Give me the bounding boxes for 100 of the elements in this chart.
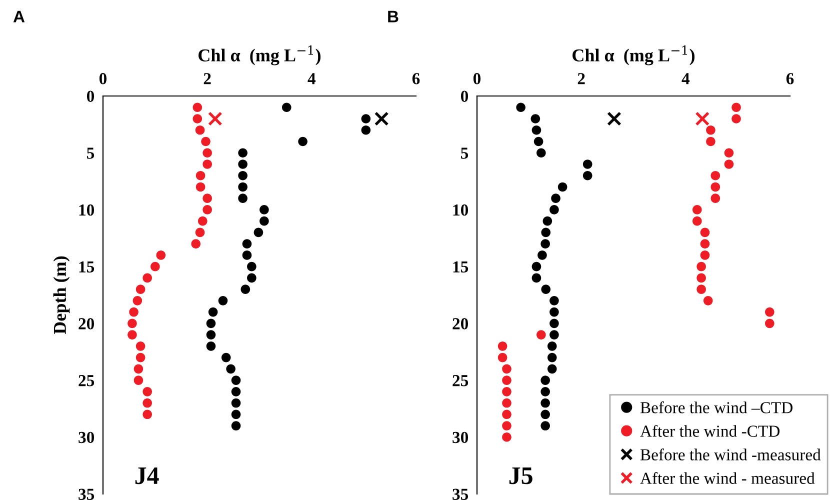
point xyxy=(202,160,212,169)
x-tick-label: 0 xyxy=(473,73,481,84)
x-tick-label: 0 xyxy=(99,73,107,84)
point xyxy=(540,421,550,430)
point xyxy=(282,102,292,112)
point xyxy=(361,114,371,124)
point xyxy=(221,352,231,362)
point xyxy=(732,114,741,124)
point xyxy=(240,284,250,294)
y-tick-label: 20 xyxy=(452,318,468,330)
point xyxy=(703,296,713,306)
point xyxy=(202,148,212,158)
text: A xyxy=(13,10,25,22)
point xyxy=(206,330,216,340)
point xyxy=(136,284,146,294)
point xyxy=(202,194,212,203)
x-tick-label: 6 xyxy=(412,73,420,84)
x-tick-label: 2 xyxy=(578,73,585,84)
point xyxy=(692,205,702,214)
point xyxy=(582,170,592,180)
point xyxy=(134,364,144,374)
point xyxy=(724,148,734,158)
point xyxy=(538,250,547,260)
y-tick-label: 15 xyxy=(79,261,94,273)
legend-label: Before the wind -measured xyxy=(640,448,821,460)
x-tick-label: 2 xyxy=(204,73,211,84)
point xyxy=(710,170,720,180)
legend-label: After the wind - measured xyxy=(640,472,815,484)
point xyxy=(238,170,248,180)
y-tick-label: 5 xyxy=(87,148,94,159)
point xyxy=(231,421,241,430)
point xyxy=(706,136,716,146)
legend-label: After the wind -CTD xyxy=(640,424,780,437)
point xyxy=(134,376,144,385)
point xyxy=(547,352,557,362)
point xyxy=(156,250,166,260)
point xyxy=(142,410,152,420)
point xyxy=(540,376,550,385)
point xyxy=(198,216,208,226)
point xyxy=(231,398,241,408)
point xyxy=(696,284,706,294)
y-tick-label: 0 xyxy=(460,90,468,102)
point xyxy=(247,273,256,283)
text: B xyxy=(388,10,398,22)
point xyxy=(374,112,389,126)
x-tick-label: 6 xyxy=(786,73,794,84)
point xyxy=(142,398,152,408)
point xyxy=(502,432,512,442)
y-tick-label: 10 xyxy=(453,204,468,216)
point xyxy=(361,125,371,135)
point xyxy=(532,125,542,135)
point xyxy=(700,239,710,248)
point xyxy=(516,102,526,112)
y-tick-label: 35 xyxy=(452,488,468,500)
point xyxy=(195,228,205,238)
y-tick-label: 25 xyxy=(78,375,94,386)
point xyxy=(242,239,252,248)
point xyxy=(530,114,540,124)
y-axis-title: Depth (m) xyxy=(53,256,70,334)
point xyxy=(710,182,720,192)
point xyxy=(502,398,512,408)
point xyxy=(132,296,142,306)
point xyxy=(195,125,205,135)
point xyxy=(226,364,236,374)
point xyxy=(550,318,559,328)
point xyxy=(208,307,218,317)
point xyxy=(192,114,202,124)
point xyxy=(700,250,710,260)
point xyxy=(541,228,551,238)
point xyxy=(498,352,508,362)
point xyxy=(541,284,551,294)
point xyxy=(540,398,550,408)
point xyxy=(202,205,212,214)
x-tick-label: 4 xyxy=(308,73,316,84)
point xyxy=(242,250,252,260)
point xyxy=(136,352,146,362)
point xyxy=(260,216,269,226)
point xyxy=(498,342,508,351)
point xyxy=(208,112,222,126)
annotation: J4 xyxy=(135,467,159,484)
point xyxy=(201,136,210,146)
point xyxy=(547,342,557,351)
point xyxy=(238,194,248,203)
point xyxy=(231,376,241,385)
point xyxy=(540,410,550,420)
point xyxy=(502,376,512,385)
point xyxy=(260,205,269,214)
point xyxy=(142,387,152,396)
x-tick-label: 4 xyxy=(682,73,690,84)
point xyxy=(550,205,559,214)
point xyxy=(238,182,248,192)
point xyxy=(502,410,512,420)
point xyxy=(558,182,568,192)
point xyxy=(191,239,201,248)
y-tick-label: 0 xyxy=(86,90,94,102)
point xyxy=(206,342,216,351)
point xyxy=(254,228,264,238)
point xyxy=(502,364,512,374)
point xyxy=(696,262,706,272)
point xyxy=(540,239,550,248)
